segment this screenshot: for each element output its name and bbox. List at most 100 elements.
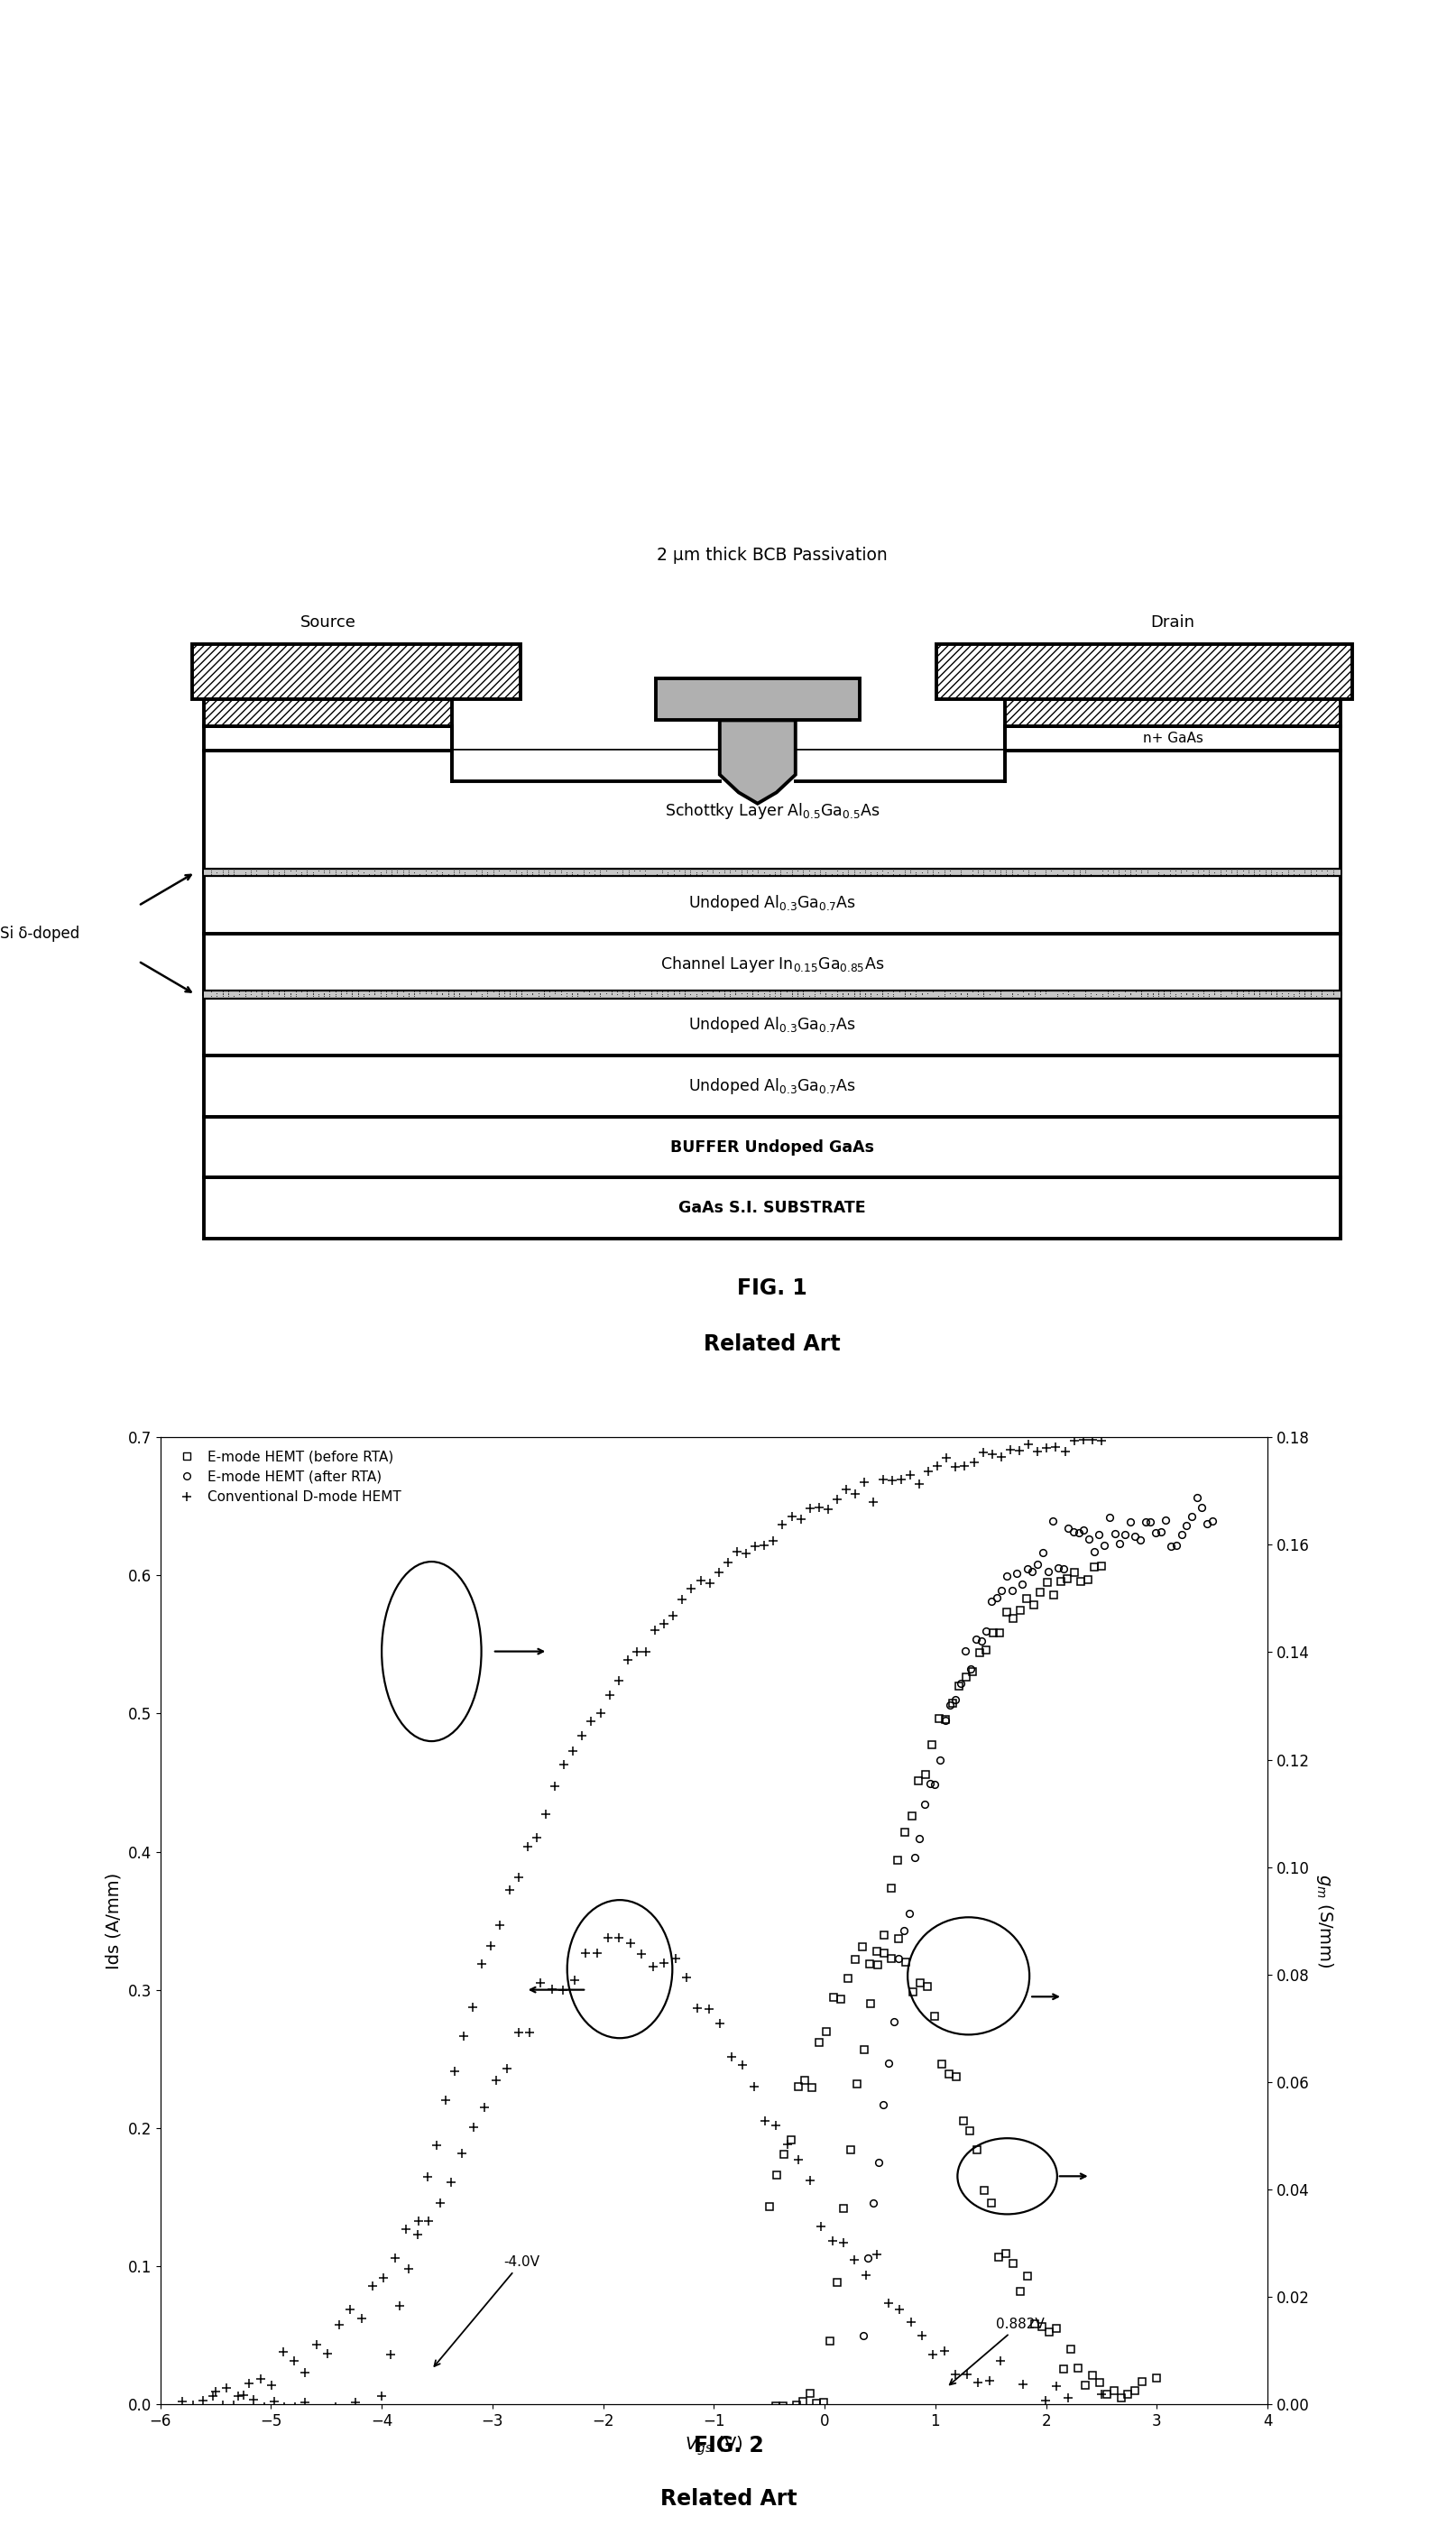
Point <box>363 977 386 1018</box>
Point <box>999 974 1022 1015</box>
Point <box>221 855 245 895</box>
Point <box>1095 977 1118 1018</box>
Point <box>425 972 448 1013</box>
Point <box>1275 850 1299 890</box>
Point <box>1254 852 1277 893</box>
Text: Related Art: Related Art <box>660 2488 796 2511</box>
Point <box>1208 855 1232 895</box>
Point <box>775 972 798 1013</box>
Point <box>949 850 973 890</box>
Point <box>341 972 364 1013</box>
Point <box>419 852 443 893</box>
Point <box>785 977 808 1018</box>
Point <box>610 972 633 1013</box>
Point <box>266 850 290 890</box>
Point <box>600 977 623 1018</box>
Point <box>480 855 504 895</box>
Point <box>600 972 623 1013</box>
Point <box>1005 977 1028 1018</box>
Point <box>1089 850 1112 890</box>
Point <box>1264 974 1287 1015</box>
Point <box>256 977 280 1018</box>
Point <box>690 852 713 893</box>
Point <box>904 977 927 1018</box>
Point <box>301 972 325 1013</box>
Point <box>437 972 460 1013</box>
Point <box>994 852 1018 893</box>
Point <box>796 850 820 890</box>
Point <box>938 850 961 890</box>
Point <box>639 977 662 1018</box>
Point <box>262 972 285 1013</box>
Point <box>842 972 865 1013</box>
Point <box>814 974 837 1015</box>
Point <box>1309 974 1332 1015</box>
Point <box>1224 972 1248 1013</box>
Point <box>1163 850 1187 890</box>
Point <box>1010 977 1034 1018</box>
Point <box>724 850 747 890</box>
Point <box>351 850 374 890</box>
Point <box>1028 972 1051 1013</box>
Point <box>1179 855 1203 895</box>
Point <box>1146 977 1169 1018</box>
Point <box>526 855 549 895</box>
Point <box>374 972 397 1013</box>
Point <box>1236 972 1259 1013</box>
Point <box>317 974 341 1015</box>
Text: n+ GaAs: n+ GaAs <box>1142 730 1203 745</box>
Point <box>791 972 814 1013</box>
Point <box>971 977 994 1018</box>
Point <box>341 977 364 1018</box>
Point <box>616 855 639 895</box>
Point <box>678 855 702 895</box>
Point <box>221 855 245 895</box>
Point <box>655 855 678 895</box>
Point <box>561 977 584 1018</box>
Legend: E-mode HEMT (before RTA), E-mode HEMT (after RTA), Conventional D-mode HEMT: E-mode HEMT (before RTA), E-mode HEMT (a… <box>167 1445 406 1509</box>
Point <box>610 855 633 895</box>
Bar <box>1005 700 1340 725</box>
Point <box>1034 972 1057 1013</box>
Point <box>396 977 419 1018</box>
Point <box>239 974 262 1015</box>
Point <box>447 852 470 893</box>
Point <box>374 850 397 890</box>
Point <box>865 974 888 1015</box>
Point <box>250 972 274 1013</box>
Point <box>312 974 335 1015</box>
Point <box>1275 850 1299 890</box>
Point <box>498 977 521 1018</box>
Point <box>661 855 684 895</box>
Point <box>1118 972 1142 1013</box>
Point <box>402 974 425 1015</box>
Point <box>262 850 285 890</box>
Point <box>1128 855 1152 895</box>
Point <box>684 977 708 1018</box>
Point <box>904 972 927 1013</box>
Point <box>1213 855 1236 895</box>
Point <box>531 977 555 1018</box>
Point <box>566 855 590 895</box>
Point <box>893 972 916 1013</box>
Point <box>700 850 724 890</box>
Point <box>476 855 499 895</box>
Point <box>842 977 865 1018</box>
Point <box>1169 850 1192 890</box>
Point <box>830 977 853 1018</box>
Point <box>610 855 633 895</box>
Point <box>1134 974 1158 1015</box>
Point <box>971 850 994 890</box>
Point <box>954 855 977 895</box>
Point <box>414 850 437 890</box>
Point <box>661 977 684 1018</box>
Point <box>431 974 454 1015</box>
Point <box>1056 972 1079 1013</box>
Point <box>1219 852 1242 893</box>
Point <box>256 850 280 890</box>
Point <box>1224 850 1248 890</box>
Point <box>763 852 786 893</box>
Point <box>1242 855 1265 895</box>
Point <box>515 974 539 1015</box>
Point <box>814 977 837 1018</box>
